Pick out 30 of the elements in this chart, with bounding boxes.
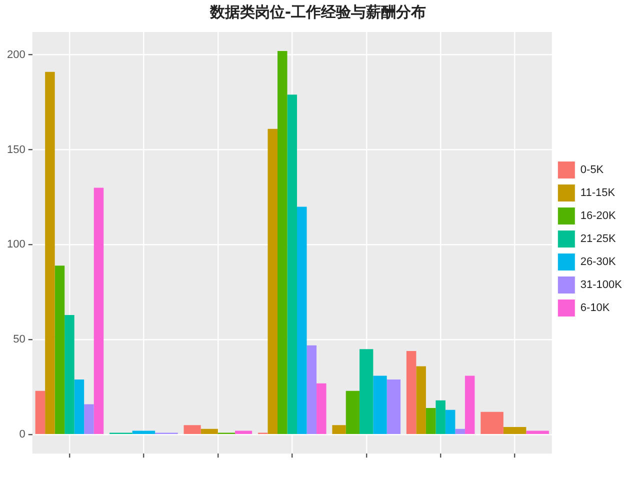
y-tick-label: 50 xyxy=(13,334,26,346)
bar xyxy=(455,428,465,434)
legend-label: 0-5K xyxy=(580,164,604,176)
bar xyxy=(316,383,326,434)
y-tick-label: 150 xyxy=(6,144,26,156)
legend-label: 11-15K xyxy=(580,187,616,200)
bar xyxy=(406,351,416,434)
bar xyxy=(287,94,298,434)
bar xyxy=(436,400,446,434)
bar xyxy=(94,188,104,434)
legend-label: 21-25K xyxy=(580,233,617,246)
bar xyxy=(278,50,288,434)
bar xyxy=(84,404,94,434)
bar xyxy=(464,376,475,434)
bar xyxy=(426,408,436,434)
y-tick-label: 200 xyxy=(6,48,26,61)
legend-label: 16-20K xyxy=(580,210,617,222)
legend-label: 6-10K xyxy=(580,302,610,314)
y-tick-label: 0 xyxy=(19,428,26,441)
legend-label: 26-30K xyxy=(580,256,617,268)
bar xyxy=(74,380,84,434)
legend-label: 31-100K xyxy=(580,279,623,292)
bar xyxy=(35,390,46,434)
bar xyxy=(64,314,74,434)
bar xyxy=(54,266,65,434)
bar xyxy=(306,345,317,434)
chart-title: 数据类岗位-工作经验与薪酬分布 xyxy=(208,2,426,21)
bar xyxy=(445,410,456,434)
y-tick-label: 100 xyxy=(6,238,26,251)
bar xyxy=(297,206,307,434)
